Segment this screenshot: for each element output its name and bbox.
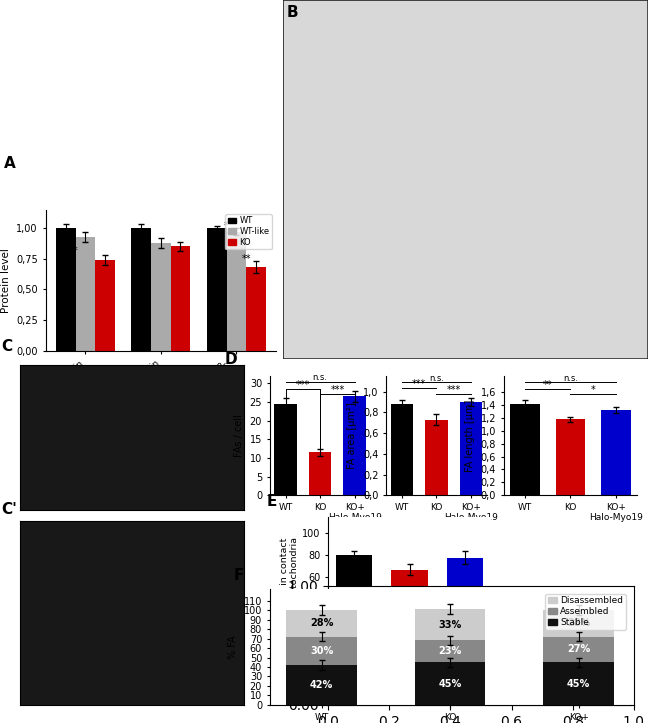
Text: D: D	[224, 352, 237, 367]
Bar	[510, 403, 540, 495]
Text: n.s.: n.s.	[563, 374, 578, 383]
Bar	[309, 453, 332, 495]
Text: 45%: 45%	[439, 679, 462, 688]
Bar	[447, 557, 484, 643]
Y-axis label: FA length [μm]: FA length [μm]	[465, 399, 475, 472]
Y-axis label: % FA: % FA	[228, 636, 238, 659]
Text: *: *	[591, 385, 595, 395]
Text: 45%: 45%	[567, 679, 590, 688]
Bar	[415, 609, 486, 641]
Bar	[460, 402, 482, 495]
Text: ***: ***	[412, 380, 426, 390]
Bar	[286, 665, 357, 705]
Bar	[543, 610, 614, 637]
Text: **: **	[241, 254, 251, 265]
Text: 23%: 23%	[439, 646, 462, 656]
Bar	[286, 637, 357, 665]
Text: 33%: 33%	[439, 620, 462, 630]
Bar	[601, 410, 631, 495]
Bar	[56, 228, 75, 351]
Text: 28%: 28%	[567, 618, 590, 628]
Text: E: E	[266, 495, 277, 509]
Y-axis label: % of FA in contact
with mitochondria: % of FA in contact with mitochondria	[280, 537, 300, 623]
Bar	[151, 243, 171, 351]
Bar	[543, 637, 614, 662]
Text: C: C	[1, 339, 13, 354]
Text: ***: ***	[296, 380, 310, 390]
Bar	[391, 404, 413, 495]
Bar	[335, 555, 372, 643]
Bar	[171, 247, 190, 351]
Legend: WT, WT-like, KO: WT, WT-like, KO	[226, 214, 272, 249]
Text: n.s.: n.s.	[313, 374, 328, 382]
Y-axis label: FA area [μm²]: FA area [μm²]	[347, 402, 358, 469]
Text: 42%: 42%	[310, 680, 333, 690]
Bar	[415, 641, 486, 662]
Text: A: A	[4, 156, 16, 171]
Text: n.s.: n.s.	[429, 374, 444, 383]
Text: 30%: 30%	[310, 646, 333, 656]
Bar	[391, 570, 428, 643]
Text: **: **	[543, 380, 552, 390]
Bar	[425, 419, 448, 495]
Bar	[207, 228, 226, 351]
Bar	[343, 396, 366, 495]
Bar	[556, 419, 585, 495]
Y-axis label: Protein level: Protein level	[1, 248, 10, 312]
Text: *: *	[73, 246, 78, 256]
Text: ***: ***	[330, 385, 344, 395]
Text: ***: ***	[447, 385, 461, 395]
Text: F: F	[234, 568, 244, 583]
Text: 28%: 28%	[310, 618, 333, 628]
Bar	[226, 232, 246, 351]
Y-axis label: FAs / cell: FAs / cell	[234, 414, 244, 457]
Text: B: B	[287, 5, 298, 20]
Bar	[75, 236, 96, 351]
Bar	[131, 228, 151, 351]
Bar	[274, 404, 297, 495]
Text: C': C'	[1, 502, 18, 517]
Bar	[286, 610, 357, 637]
Bar	[415, 662, 486, 705]
Bar	[543, 662, 614, 705]
Text: 27%: 27%	[567, 644, 590, 654]
Legend: Disassembled, Assembled, Stable: Disassembled, Assembled, Stable	[545, 594, 626, 630]
Bar	[96, 260, 115, 351]
Bar	[246, 268, 266, 351]
Text: *: *	[224, 221, 229, 231]
